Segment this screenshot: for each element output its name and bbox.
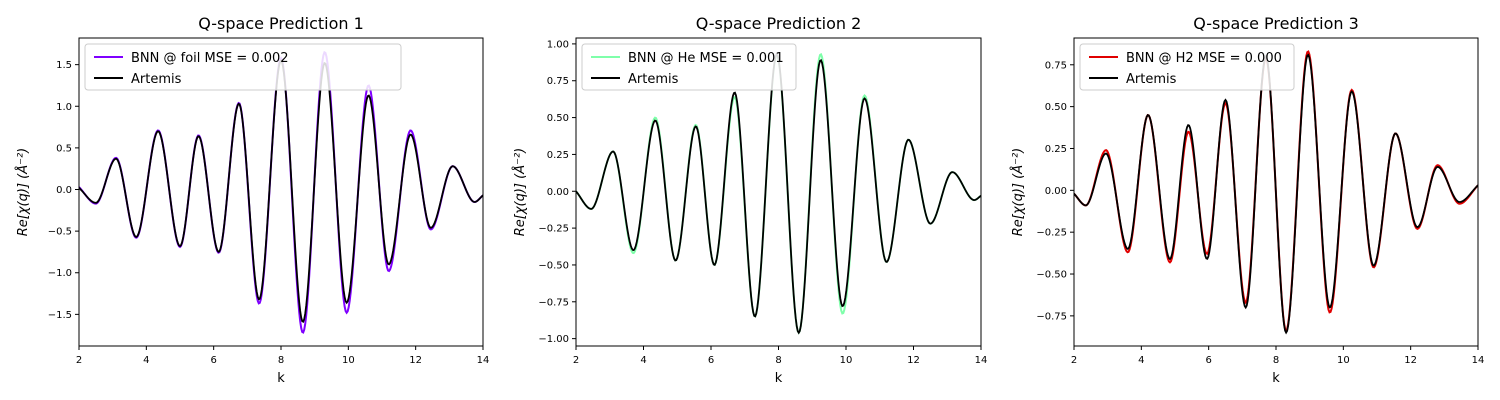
x-tick-label: 10 (840, 355, 853, 366)
chart-panel-3: Q-space Prediction 3 2 4 6 8 10 12 14 −0.75 −0.50… (1010, 14, 1484, 386)
x-tick-label: 12 (907, 355, 920, 366)
y-tick-label: −1.00 (538, 334, 569, 345)
x-tick-label: 6 (1205, 355, 1211, 366)
y-tick-label: −0.25 (538, 224, 569, 235)
chart-panel-1: Q-space Prediction 1 2 4 6 8 10 12 14 −1.5 −1.0 −0… (15, 14, 489, 386)
series-line-artemis (79, 58, 483, 323)
series-line-bnn (576, 52, 981, 335)
chart-title: Q-space Prediction 3 (1193, 14, 1359, 33)
x-tick-label: 2 (76, 355, 82, 366)
y-tick-label: −0.50 (538, 260, 569, 271)
y-tick-label: −1.0 (48, 268, 72, 279)
y-tick-label: 0.0 (56, 185, 72, 196)
y-tick-label: 0.75 (1045, 60, 1067, 71)
y-tick-label: −0.75 (538, 297, 569, 308)
x-tick-label: 12 (409, 355, 422, 366)
x-tick-label: 12 (1404, 355, 1417, 366)
x-tick-label: 8 (1273, 355, 1279, 366)
x-tick-label: 6 (708, 355, 714, 366)
x-tick-label: 4 (1138, 355, 1144, 366)
x-tick-label: 2 (573, 355, 579, 366)
y-axis-label: Re[χ(q)] (Å⁻²) (15, 148, 31, 237)
x-tick-label: 8 (775, 355, 781, 366)
y-tick-label: 1.0 (56, 102, 72, 113)
chart-title: Q-space Prediction 2 (696, 14, 862, 33)
legend-label: BNN @ foil MSE = 0.002 (131, 51, 289, 66)
y-tick-label: 0.75 (547, 76, 569, 87)
legend-box (581, 43, 797, 91)
x-axis-label: k (1272, 371, 1280, 386)
y-tick-label: 0.50 (1045, 102, 1067, 113)
legend-label: BNN @ He MSE = 0.001 (628, 51, 784, 66)
legend-label: BNN @ H2 MSE = 0.000 (1126, 51, 1282, 66)
y-tick-label: −0.75 (1036, 311, 1067, 322)
y-tick-label: 0.00 (1045, 186, 1067, 197)
x-tick-label: 4 (640, 355, 646, 366)
legend-label: Artemis (131, 72, 182, 87)
y-tick-label: −0.25 (1036, 228, 1067, 239)
y-tick-label: 1.00 (547, 39, 569, 50)
y-tick-label: 0.25 (547, 150, 569, 161)
x-tick-label: 10 (1337, 355, 1350, 366)
x-axis-label: k (775, 371, 783, 386)
y-axis-label: Re[χ(q)] (Å⁻²) (1010, 148, 1026, 237)
y-tick-label: 1.5 (56, 60, 72, 71)
x-tick-label: 4 (143, 355, 149, 366)
y-tick-label: 0.5 (56, 143, 72, 154)
y-tick-label: −0.5 (48, 227, 72, 238)
legend-label: Artemis (628, 72, 679, 87)
chart-panel-2: Q-space Prediction 2 2 4 6 8 10 12 14 −1.00 −0.75… (512, 14, 987, 386)
chart-title: Q-space Prediction 1 (198, 14, 364, 33)
legend-box (84, 43, 402, 91)
x-tick-label: 10 (342, 355, 355, 366)
y-axis-label: Re[χ(q)] (Å⁻²) (512, 148, 528, 237)
y-tick-label: 0.50 (547, 113, 569, 124)
x-tick-label: 14 (1472, 355, 1485, 366)
x-tick-label: 14 (975, 355, 988, 366)
series-line-artemis (1074, 53, 1478, 335)
legend-box (1079, 43, 1295, 91)
y-tick-label: 0.00 (547, 187, 569, 198)
x-tick-label: 2 (1071, 355, 1077, 366)
series-line-artemis (576, 53, 981, 335)
x-axis-label: k (277, 371, 285, 386)
y-tick-label: −0.50 (1036, 270, 1067, 281)
x-tick-label: 8 (278, 355, 284, 366)
y-tick-label: 0.25 (1045, 144, 1067, 155)
legend-label: Artemis (1126, 72, 1177, 87)
y-tick-label: −1.5 (48, 310, 72, 321)
x-tick-label: 6 (210, 355, 216, 366)
x-tick-label: 14 (477, 355, 490, 366)
